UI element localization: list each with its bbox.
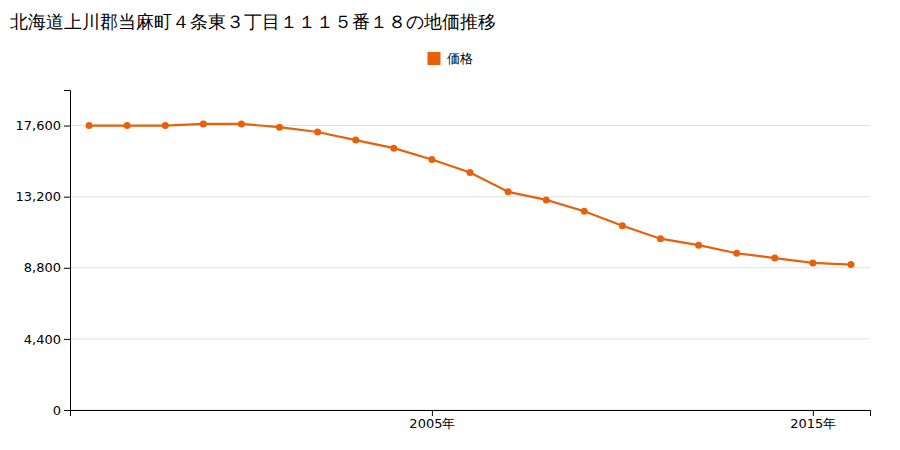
point xyxy=(86,122,93,129)
axis-line xyxy=(64,91,71,411)
point xyxy=(467,169,474,176)
tick-label: 8,800 xyxy=(24,260,61,275)
point xyxy=(543,196,550,203)
point xyxy=(771,255,778,262)
line xyxy=(89,124,851,265)
tick: 0 xyxy=(53,403,70,418)
legend-label: 価格 xyxy=(447,51,473,66)
point xyxy=(352,137,359,144)
tick-label: 17,600 xyxy=(16,118,62,133)
grid-line xyxy=(70,267,870,268)
tick-mark xyxy=(64,339,70,340)
grid-line xyxy=(70,338,870,339)
point xyxy=(276,124,283,131)
point xyxy=(809,259,816,266)
chart: 北海道上川郡当麻町４条東３丁目１１１５番１８の地価推移 2005年 2015年 0 4,… xyxy=(0,0,900,450)
tick-mark xyxy=(813,410,814,416)
point xyxy=(390,145,397,152)
point xyxy=(314,129,321,136)
tick: 2015年 xyxy=(790,410,836,431)
point xyxy=(428,156,435,163)
tick-mark xyxy=(64,268,70,269)
point xyxy=(657,235,664,242)
tick-label: 13,200 xyxy=(16,189,62,204)
tick-mark xyxy=(64,197,70,198)
point xyxy=(619,222,626,229)
point xyxy=(162,122,169,129)
tick: 13,200 xyxy=(16,189,71,204)
marks xyxy=(86,120,855,268)
legend: 価格 xyxy=(428,51,473,66)
axis-line xyxy=(71,411,871,417)
point xyxy=(733,250,740,257)
point xyxy=(581,208,588,215)
point xyxy=(238,120,245,127)
y-axis: 0 4,400 8,800 13,200 17,600 xyxy=(16,91,71,418)
grid xyxy=(70,126,870,410)
point xyxy=(847,261,854,268)
tick-label: 2005年 xyxy=(409,416,455,431)
grid-line xyxy=(70,196,870,197)
tick: 8,800 xyxy=(24,260,70,275)
legend-item: 価格 xyxy=(428,51,473,66)
title: 北海道上川郡当麻町４条東３丁目１１１５番１８の地価推移 xyxy=(10,11,496,32)
point xyxy=(695,242,702,249)
tick-label: 0 xyxy=(53,403,61,418)
tick-mark xyxy=(432,410,433,416)
plot: 2005年 2015年 0 4,400 8,800 13,200 17,600 xyxy=(16,91,871,432)
tick-label: 4,400 xyxy=(24,332,61,347)
point xyxy=(124,122,131,129)
tick: 4,400 xyxy=(24,332,70,347)
x-axis: 2005年 2015年 xyxy=(71,410,871,431)
point xyxy=(505,188,512,195)
tick-mark xyxy=(64,126,70,127)
tick-mark xyxy=(64,410,70,411)
markers xyxy=(86,120,855,268)
point xyxy=(200,120,207,127)
legend-swatch xyxy=(428,52,441,65)
tick: 2005年 xyxy=(409,410,455,431)
tick: 17,600 xyxy=(16,118,71,133)
tick-label: 2015年 xyxy=(790,416,836,431)
